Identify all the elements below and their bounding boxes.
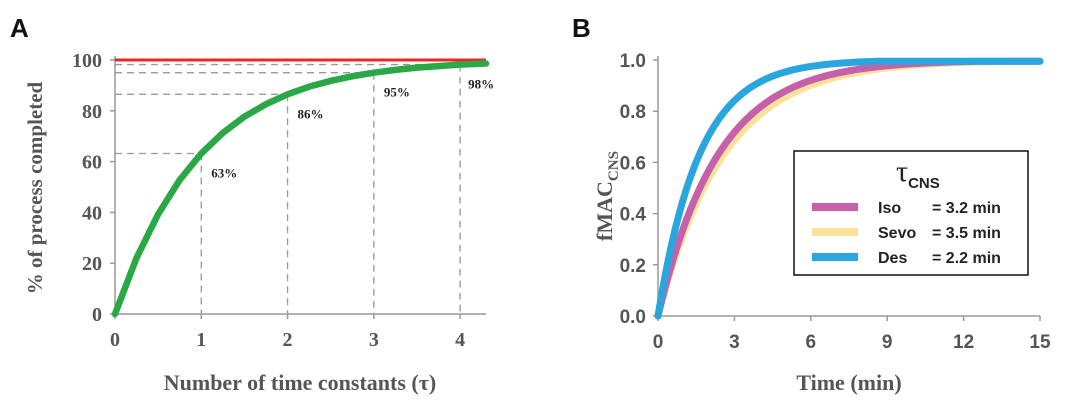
panel-a-y-tick-label: 20 — [82, 253, 102, 275]
panel-b-x-tick-label: 15 — [1029, 332, 1051, 353]
panel-a-y-tick-label: 100 — [72, 50, 102, 72]
panel-b-x-tick-label: 6 — [806, 332, 817, 353]
panel-a-annotation-label: 86% — [298, 106, 324, 121]
legend-value-des: = 2.2 min — [932, 250, 1001, 267]
svg-text:fMACCNS: fMACCNS — [592, 151, 622, 241]
legend-label-iso: Iso — [878, 200, 901, 217]
panel-b-x-tick-label: 0 — [653, 332, 664, 353]
legend-label-des: Des — [878, 250, 907, 267]
legend-label-sevo: Sevo — [878, 225, 916, 242]
panel-a-annotation-label: 63% — [211, 165, 237, 180]
panel-a-annotation-label: 95% — [384, 85, 410, 100]
panel-a-x-tick-label: 4 — [455, 329, 465, 351]
panel-a-y-axis-label: % of process completed — [23, 81, 47, 294]
panel-a-x-tick-label: 3 — [369, 329, 379, 351]
panel-a-x-tick-label: 1 — [196, 329, 206, 351]
panel-b-x-tick-label: 12 — [953, 332, 974, 353]
panel-a-y-tick-label: 60 — [82, 152, 102, 174]
panel-a-y-tick-label: 40 — [82, 202, 102, 224]
panel-a-x-tick-label: 0 — [110, 329, 120, 351]
panel-b-y-axis-label: fMACCNS — [592, 151, 622, 241]
panel-b-x-tick-label: 9 — [882, 332, 893, 353]
panel-b-x-tick-label: 3 — [729, 332, 740, 353]
panel-a-x-axis-label: Number of time constants (τ) — [164, 370, 436, 395]
panel-a-chart: 0 20 40 60 80 100 0 1 2 3 4 63% 86% 95% 98% — [72, 50, 494, 351]
panel-b-series-des — [654, 57, 1044, 320]
panel-a-y-tick-label: 80 — [82, 101, 102, 123]
panel-b-y-tick-label: 1.0 — [620, 51, 646, 72]
panel-b-y-tick-label: 0.4 — [620, 205, 647, 226]
panel-b-y-tick-label: 0.6 — [620, 153, 646, 174]
panel-b-x-axis-label: Time (min) — [796, 370, 901, 395]
panel-b-y-axis-label-main: fMAC — [592, 181, 617, 241]
panel-b-legend: τCNS Iso = 3.2 min Sevo = 3.5 min Des = 2.2 m… — [793, 150, 1029, 276]
panel-a-x-tick-label: 2 — [283, 329, 293, 351]
panel-a-letter: A — [10, 13, 29, 43]
panel-b-y-tick-label: 0.8 — [620, 102, 646, 123]
legend-title-tau: τ — [896, 155, 908, 188]
panel-a-annotation-label: 98% — [468, 77, 494, 92]
panel-b-chart: 0.0 0.2 0.4 0.6 0.8 1.0 0 3 6 9 12 15 — [620, 51, 1051, 353]
legend-title-sub: CNS — [908, 175, 940, 192]
legend-value-sevo: = 3.5 min — [932, 225, 1001, 242]
panel-b-y-tick-label: 0.0 — [620, 307, 646, 328]
panel-b-y-tick-label: 0.2 — [620, 256, 646, 277]
legend-value-iso: = 3.2 min — [932, 200, 1001, 217]
panel-b-y-axis-label-sub: CNS — [606, 151, 622, 181]
panel-b-letter: B — [572, 13, 591, 43]
panel-a-y-tick-label: 0 — [92, 304, 102, 326]
panel-a-series-curve — [111, 60, 490, 318]
legend-title: τCNS — [896, 155, 940, 192]
